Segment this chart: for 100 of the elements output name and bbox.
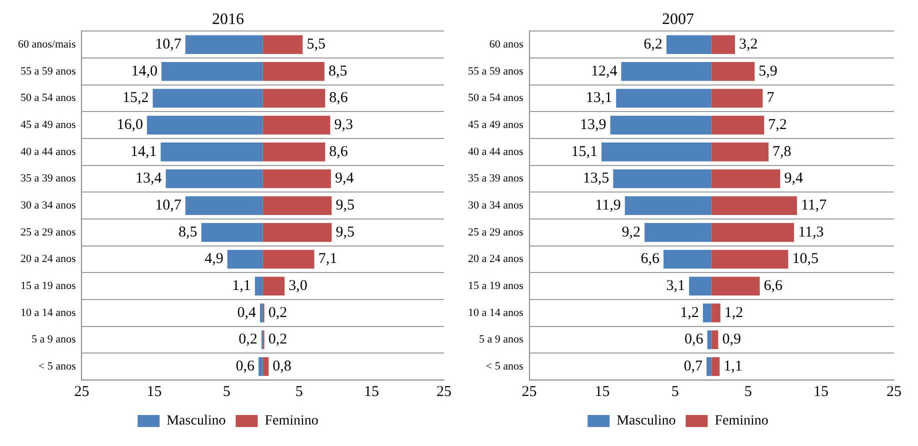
- chart-title: 2016: [212, 10, 244, 28]
- data-label: 1,2: [680, 304, 699, 321]
- bar: [262, 116, 330, 134]
- bar: [152, 88, 263, 108]
- data-label: 9,2: [622, 224, 641, 240]
- bar: [621, 62, 712, 81]
- y-tick-label: 60 anos/mais: [18, 38, 76, 51]
- data-label: 3,2: [738, 36, 758, 53]
- bar: [258, 357, 263, 376]
- data-label: 0,6: [684, 332, 704, 348]
- bar: [712, 169, 780, 188]
- y-tick-label: 35 a 39 anos: [20, 172, 76, 185]
- bar: [254, 276, 263, 296]
- bar: [712, 196, 797, 215]
- bar: [689, 276, 712, 296]
- bar: [262, 357, 269, 376]
- data-label: 7,2: [768, 117, 787, 134]
- x-tick-label: 15: [146, 384, 162, 400]
- data-label: 6,6: [764, 278, 784, 294]
- bar: [644, 223, 712, 242]
- y-tick-label: 15 a 19 anos: [20, 280, 76, 292]
- bar: [160, 142, 263, 162]
- data-label: 9,5: [336, 198, 354, 214]
- data-label: 1,1: [232, 278, 251, 294]
- bar: [185, 35, 263, 54]
- bar: [262, 62, 324, 81]
- y-tick-label: 60 anos: [489, 38, 524, 51]
- y-tick-label: 30 a 34 anos: [468, 199, 524, 212]
- y-tick-label: 20 a 24 anos: [468, 253, 524, 266]
- bar: [146, 116, 263, 134]
- x-tick-label: 25: [522, 384, 537, 400]
- data-label: 3,1: [666, 278, 686, 294]
- chart-title: 2007: [662, 10, 694, 28]
- y-tick-label: 25 a 29 anos: [468, 226, 524, 238]
- bar: [707, 330, 712, 350]
- legend-label: Masculino: [616, 414, 676, 429]
- bar: [712, 276, 760, 296]
- data-label: 0,8: [272, 358, 292, 375]
- bar: [712, 357, 720, 376]
- data-label: 11,9: [595, 198, 621, 214]
- y-tick-label: 10 a 14 anos: [468, 306, 524, 319]
- data-label: 5,5: [306, 36, 326, 53]
- data-label: 1,2: [724, 304, 744, 321]
- y-tick-label: 50 a 54 anos: [468, 92, 524, 104]
- y-tick-label: 20 a 24 anos: [20, 253, 76, 266]
- y-tick-label: 50 a 54 anos: [20, 92, 76, 104]
- data-label: 8,5: [328, 63, 348, 80]
- x-tick-label: 15: [814, 384, 829, 400]
- data-label: 6,2: [644, 36, 662, 53]
- data-label: 13,5: [582, 170, 610, 187]
- bar: [262, 142, 326, 162]
- bar: [227, 250, 263, 269]
- data-label: 0,2: [238, 332, 258, 348]
- data-label: 11,7: [800, 198, 828, 214]
- y-tick-label: 45 a 49 anos: [20, 119, 76, 131]
- legend-label: Feminino: [264, 414, 318, 429]
- data-label: 8,5: [178, 224, 198, 240]
- bar: [262, 35, 303, 54]
- x-tick-label: 5: [295, 384, 303, 400]
- bar: [602, 142, 712, 162]
- data-label: 3,0: [288, 278, 308, 294]
- bar: [166, 169, 263, 188]
- y-tick-label: 5 a 9 anos: [31, 334, 76, 346]
- y-tick-label: 40 a 44 anos: [468, 146, 524, 158]
- bar: [260, 304, 263, 322]
- bar: [201, 223, 263, 242]
- data-label: 1,1: [724, 358, 742, 375]
- data-label: 9,4: [334, 170, 354, 187]
- bar: [610, 116, 712, 134]
- bar: [185, 196, 263, 215]
- bar: [613, 169, 712, 188]
- bar: [262, 88, 326, 108]
- data-label: 7,8: [772, 144, 792, 160]
- bar: [161, 62, 263, 81]
- data-label: 7,1: [318, 251, 338, 268]
- data-label: 14,1: [130, 144, 157, 160]
- data-label: 13,1: [586, 90, 612, 106]
- x-tick-label: 5: [222, 384, 230, 400]
- bar: [712, 142, 769, 162]
- data-label: 8,6: [329, 144, 348, 160]
- bar: [712, 88, 763, 108]
- bar: [712, 116, 764, 134]
- bar: [712, 304, 720, 322]
- bar: [262, 250, 314, 269]
- data-label: 0,4: [237, 304, 256, 321]
- data-label: 4,9: [204, 251, 224, 268]
- data-label: 0,7: [684, 358, 704, 375]
- y-tick-label: 30 a 34 anos: [20, 199, 76, 212]
- x-tick-label: 25: [886, 384, 902, 400]
- data-label: 0,2: [268, 332, 288, 348]
- data-label: 5,9: [758, 63, 778, 80]
- bar: [702, 304, 712, 322]
- data-label: 12,4: [590, 63, 618, 80]
- y-tick-label: < 5 anos: [38, 360, 76, 372]
- y-tick-label: 45 a 49 anos: [468, 119, 524, 131]
- x-tick-label: 5: [744, 384, 752, 400]
- data-label: 14,0: [131, 63, 158, 80]
- data-label: 13,4: [136, 170, 162, 187]
- bar: [624, 196, 712, 215]
- y-tick-label: 5 a 9 anos: [479, 334, 524, 346]
